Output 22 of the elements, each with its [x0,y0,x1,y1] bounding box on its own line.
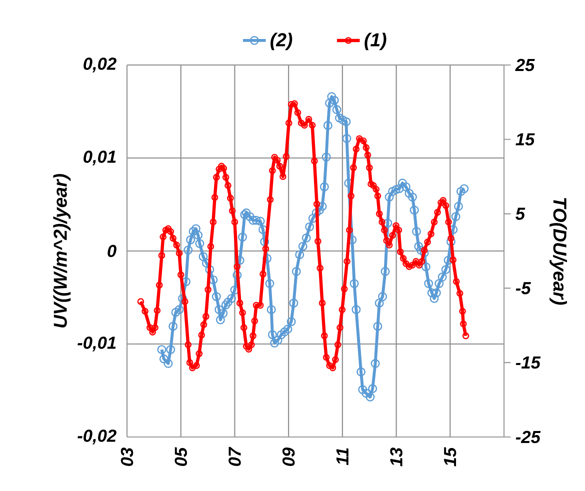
y2-tick-label: 25 [515,58,535,72]
y2-tick-label: -15 [516,356,541,369]
x-tick-label: 09 [282,447,295,466]
y2-tick-label: 15 [516,133,535,146]
y2-tick-label: -25 [516,430,541,444]
legend-label: (2) [270,32,292,50]
x-tick-label: 03 [120,448,134,466]
x-tick-label: 11 [336,448,348,466]
y-tick-label: 0,02 [84,58,116,72]
y-tick-label: 0,01 [84,150,116,166]
y-tick-label: 0 [108,244,116,258]
y-tick-label: -0,01 [78,336,116,352]
x-tick-label: 15 [444,447,456,466]
y2-axis-title: TO(DU/year) [550,198,567,305]
x-tick-label: 13 [390,448,402,466]
y2-tick-label: -5 [516,282,531,294]
y2-tick-label: 5 [516,208,526,220]
x-tick-label: 07 [228,446,241,466]
y-axis-title: UV((W/m^2)/year) [53,174,71,328]
legend-label: (1) [364,32,386,50]
y-tick-label: -0,02 [78,430,116,444]
x-tick-label: 05 [174,447,187,466]
